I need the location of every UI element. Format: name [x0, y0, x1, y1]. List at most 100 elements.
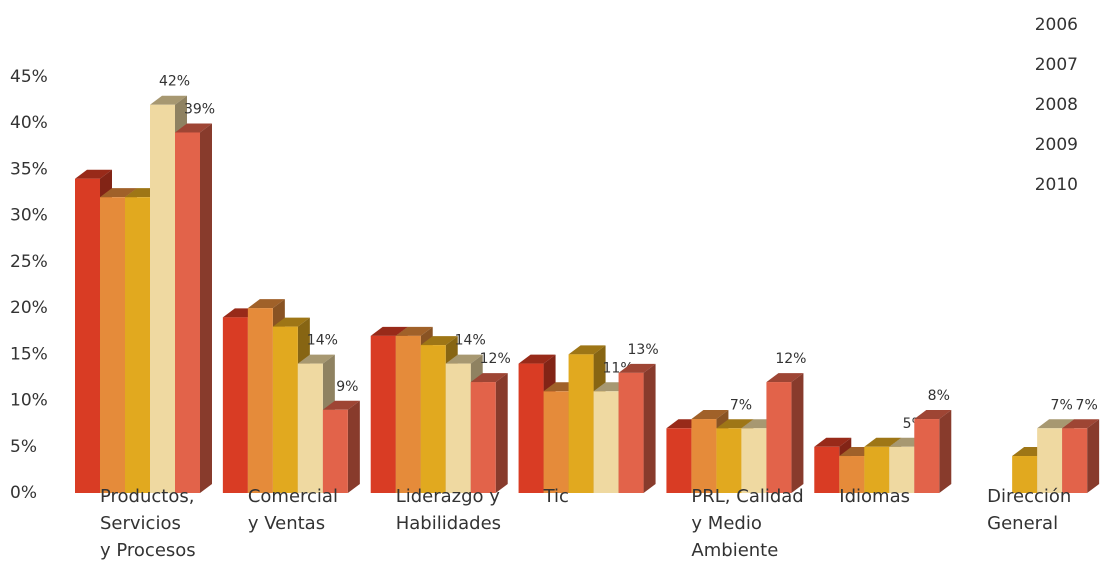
bar-face: [175, 123, 212, 133]
bar-face: [1037, 428, 1063, 493]
bar-face: [691, 419, 717, 493]
bar-face: [914, 410, 952, 420]
legend-label: 2010: [1035, 175, 1078, 195]
bar-face: [200, 123, 212, 493]
bar-face: [593, 391, 619, 493]
bar-face: [839, 456, 865, 493]
value-label: 14%: [307, 333, 338, 349]
bar-face: [1062, 428, 1088, 493]
x-tick-label: Dirección: [987, 486, 1071, 507]
y-tick-label: 5%: [10, 437, 37, 457]
bar-face: [716, 419, 754, 429]
bar-face: [518, 354, 556, 364]
x-tick-label: y Procesos: [100, 540, 196, 561]
bar-face: [297, 363, 323, 493]
bar-face: [518, 363, 544, 493]
bar-face: [543, 391, 569, 493]
bar-face: [272, 326, 298, 493]
bar-face: [814, 446, 840, 493]
legend-label: 2009: [1035, 135, 1078, 155]
bar: [175, 123, 212, 493]
value-label: 7%: [730, 397, 752, 413]
bar: [1062, 419, 1100, 493]
legend-label: 2006: [1035, 15, 1078, 35]
bar-face: [297, 354, 335, 364]
y-tick-label: 30%: [10, 206, 48, 226]
bar-face: [75, 169, 112, 179]
bar-face: [347, 400, 360, 493]
bar-face: [914, 419, 940, 493]
value-label: 42%: [159, 74, 190, 90]
bar: [914, 410, 952, 493]
bar-face: [666, 428, 692, 493]
bar-face: [175, 132, 200, 493]
bar-face: [420, 336, 458, 346]
bar-face: [420, 345, 446, 493]
bar-face: [691, 410, 729, 420]
bar-face: [395, 326, 433, 336]
y-tick-label: 35%: [10, 159, 48, 179]
y-tick-label: 0%: [10, 483, 37, 503]
bar-face: [1012, 456, 1038, 493]
bar-face: [1037, 419, 1075, 429]
y-tick-label: 45%: [10, 67, 48, 87]
bar-face: [814, 437, 852, 447]
legend-label: 2008: [1035, 95, 1078, 115]
bar-face: [766, 373, 804, 383]
bar-face: [864, 446, 890, 493]
bar-face: [322, 409, 348, 493]
y-tick-label: 15%: [10, 344, 48, 364]
value-label: 9%: [336, 379, 358, 395]
value-label: 13%: [628, 342, 659, 358]
bar-face: [150, 104, 175, 493]
bar-face: [618, 372, 644, 493]
bar: [766, 373, 804, 493]
value-label: 39%: [184, 101, 215, 117]
bar-face: [716, 428, 742, 493]
legend-label: 2007: [1035, 55, 1078, 75]
x-tick-label: y Medio: [691, 513, 761, 534]
bar-face: [445, 354, 483, 364]
x-tick-label: Productos,: [100, 486, 194, 507]
bar-face: [222, 317, 248, 493]
bar-face: [247, 308, 273, 493]
bar-face: [247, 299, 285, 309]
bar-face: [495, 373, 508, 493]
bar-face: [791, 373, 804, 493]
value-label: 12%: [775, 351, 806, 367]
bar: [470, 373, 508, 493]
y-tick-label: 25%: [10, 252, 48, 272]
bar-face: [568, 345, 606, 355]
y-tick-label: 20%: [10, 298, 48, 318]
bar-face: [766, 382, 792, 493]
value-label: 8%: [928, 388, 950, 404]
x-tick-label: Comercial: [248, 486, 338, 507]
bar-face: [864, 437, 902, 447]
bar-face: [643, 363, 656, 493]
x-tick-label: PRL, Calidad: [691, 486, 803, 507]
bar-face: [939, 410, 952, 493]
bar: [445, 354, 483, 493]
bar-face: [568, 354, 594, 493]
bar-face: [470, 373, 508, 383]
x-tick-label: General: [987, 513, 1058, 534]
x-tick-label: y Ventas: [248, 513, 325, 534]
y-tick-label: 40%: [10, 113, 48, 133]
bar-face: [618, 363, 656, 373]
bar-face: [1087, 419, 1100, 493]
bar-face: [100, 197, 125, 493]
x-tick-label: Ambiente: [691, 540, 778, 561]
bar-face: [272, 317, 310, 327]
bar-face: [1062, 419, 1100, 429]
bar: [322, 400, 360, 493]
x-tick-label: Servicios: [100, 513, 181, 534]
x-tick-label: Habilidades: [396, 513, 501, 534]
x-tick-label: Tic: [543, 486, 569, 507]
bar-face: [150, 95, 187, 105]
bar: [618, 363, 656, 493]
bar-face: [100, 188, 137, 198]
bar-face: [322, 400, 360, 410]
x-tick-label: Idiomas: [839, 486, 910, 507]
bar-face: [370, 335, 396, 493]
bar-face: [741, 428, 767, 493]
